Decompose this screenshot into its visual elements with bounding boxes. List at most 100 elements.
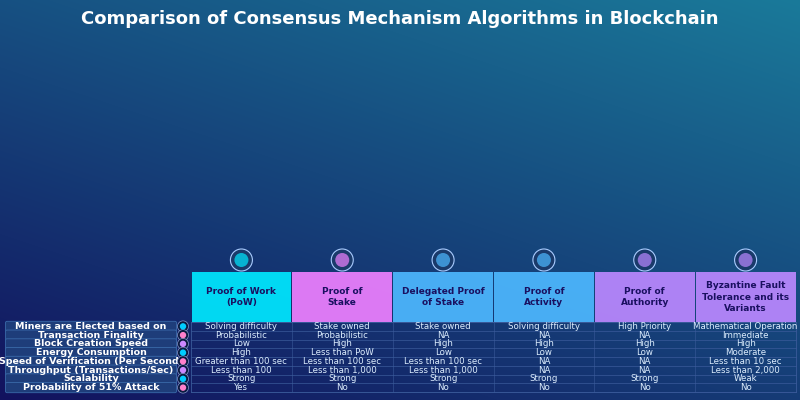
Text: No: No	[639, 383, 650, 392]
Circle shape	[634, 249, 656, 271]
Text: Less than 10 sec: Less than 10 sec	[710, 357, 782, 366]
FancyBboxPatch shape	[494, 272, 594, 322]
FancyBboxPatch shape	[6, 339, 177, 349]
Text: Speed of Verification (Per Second): Speed of Verification (Per Second)	[0, 357, 183, 366]
Text: Solving difficulty: Solving difficulty	[508, 322, 580, 331]
Circle shape	[178, 347, 189, 358]
Text: Byzantine Fault
Tolerance and its
Variants: Byzantine Fault Tolerance and its Varian…	[702, 282, 789, 313]
Text: High: High	[635, 339, 654, 348]
Circle shape	[738, 253, 753, 267]
Circle shape	[533, 249, 555, 271]
FancyBboxPatch shape	[6, 330, 177, 340]
FancyBboxPatch shape	[393, 272, 493, 322]
Circle shape	[178, 356, 189, 367]
FancyBboxPatch shape	[6, 348, 177, 358]
Text: Transaction Finality: Transaction Finality	[38, 331, 144, 340]
Circle shape	[335, 253, 350, 267]
Text: Stake owned: Stake owned	[314, 322, 370, 331]
Text: High: High	[534, 339, 554, 348]
Text: Proof of
Stake: Proof of Stake	[322, 287, 362, 307]
Text: No: No	[336, 383, 348, 392]
Text: Strong: Strong	[227, 374, 256, 383]
Text: High: High	[231, 348, 251, 357]
Circle shape	[331, 249, 354, 271]
Text: Low: Low	[535, 348, 552, 357]
Circle shape	[230, 249, 253, 271]
Text: No: No	[538, 383, 550, 392]
Text: High: High	[433, 339, 453, 348]
Text: Probabilistic: Probabilistic	[215, 331, 267, 340]
Text: High: High	[736, 339, 755, 348]
Text: Strong: Strong	[630, 374, 659, 383]
Text: Strong: Strong	[530, 374, 558, 383]
Circle shape	[436, 253, 450, 267]
Text: Weak: Weak	[734, 374, 758, 383]
Text: NA: NA	[538, 357, 550, 366]
Text: No: No	[438, 383, 449, 392]
Circle shape	[178, 338, 189, 349]
FancyBboxPatch shape	[6, 321, 177, 332]
Text: Low: Low	[636, 348, 653, 357]
Circle shape	[180, 323, 186, 330]
Text: High: High	[332, 339, 352, 348]
Text: Comparison of Consensus Mechanism Algorithms in Blockchain: Comparison of Consensus Mechanism Algori…	[82, 10, 718, 28]
Text: Stake owned: Stake owned	[415, 322, 471, 331]
Text: Probabilistic: Probabilistic	[316, 331, 368, 340]
Text: High Priority: High Priority	[618, 322, 671, 331]
Text: Delegated Proof
of Stake: Delegated Proof of Stake	[402, 287, 485, 307]
Text: No: No	[740, 383, 751, 392]
Text: Scalability: Scalability	[63, 374, 119, 383]
Circle shape	[178, 373, 189, 384]
Circle shape	[234, 253, 249, 267]
Text: Block Creation Speed: Block Creation Speed	[34, 339, 148, 348]
Text: Less than 100 sec: Less than 100 sec	[303, 357, 382, 366]
Circle shape	[537, 253, 551, 267]
Text: Less than PoW: Less than PoW	[311, 348, 374, 357]
Text: Low: Low	[233, 339, 250, 348]
Text: Throughput (Transactions/Sec): Throughput (Transactions/Sec)	[8, 366, 174, 375]
Circle shape	[178, 321, 189, 332]
Circle shape	[178, 365, 189, 376]
Circle shape	[180, 358, 186, 364]
Text: Less than 100: Less than 100	[211, 366, 272, 375]
Text: Strong: Strong	[429, 374, 458, 383]
FancyBboxPatch shape	[6, 374, 177, 384]
FancyBboxPatch shape	[595, 272, 694, 322]
Text: NA: NA	[437, 331, 450, 340]
Text: Proof of Work
(PoW): Proof of Work (PoW)	[206, 287, 276, 307]
Text: Probability of 51% Attack: Probability of 51% Attack	[22, 383, 159, 392]
Text: Mathematical Operation: Mathematical Operation	[694, 322, 798, 331]
Text: Greater than 100 sec: Greater than 100 sec	[195, 357, 287, 366]
FancyBboxPatch shape	[292, 272, 392, 322]
Text: NA: NA	[638, 357, 651, 366]
FancyBboxPatch shape	[191, 272, 291, 322]
FancyBboxPatch shape	[6, 365, 177, 375]
Text: Moderate: Moderate	[725, 348, 766, 357]
Text: NA: NA	[638, 366, 651, 375]
Text: Yes: Yes	[234, 383, 249, 392]
Text: NA: NA	[538, 366, 550, 375]
FancyBboxPatch shape	[6, 382, 177, 393]
Circle shape	[180, 350, 186, 356]
Circle shape	[178, 330, 189, 341]
Text: Low: Low	[434, 348, 451, 357]
Text: NA: NA	[538, 331, 550, 340]
Circle shape	[180, 384, 186, 391]
Text: Less than 1,000: Less than 1,000	[409, 366, 478, 375]
Circle shape	[180, 341, 186, 347]
Text: Energy Consumption: Energy Consumption	[35, 348, 146, 357]
Circle shape	[734, 249, 757, 271]
Text: Less than 1,000: Less than 1,000	[308, 366, 377, 375]
Circle shape	[180, 367, 186, 373]
FancyBboxPatch shape	[6, 356, 177, 366]
Circle shape	[180, 332, 186, 338]
Text: Proof of
Authority: Proof of Authority	[621, 287, 669, 307]
Text: Miners are Elected based on: Miners are Elected based on	[15, 322, 166, 331]
Text: Less than 100 sec: Less than 100 sec	[404, 357, 482, 366]
Text: Solving difficulty: Solving difficulty	[206, 322, 278, 331]
Text: Proof of
Activity: Proof of Activity	[524, 287, 564, 307]
Circle shape	[178, 382, 189, 393]
Text: Strong: Strong	[328, 374, 357, 383]
Circle shape	[432, 249, 454, 271]
Text: Immediate: Immediate	[722, 331, 769, 340]
